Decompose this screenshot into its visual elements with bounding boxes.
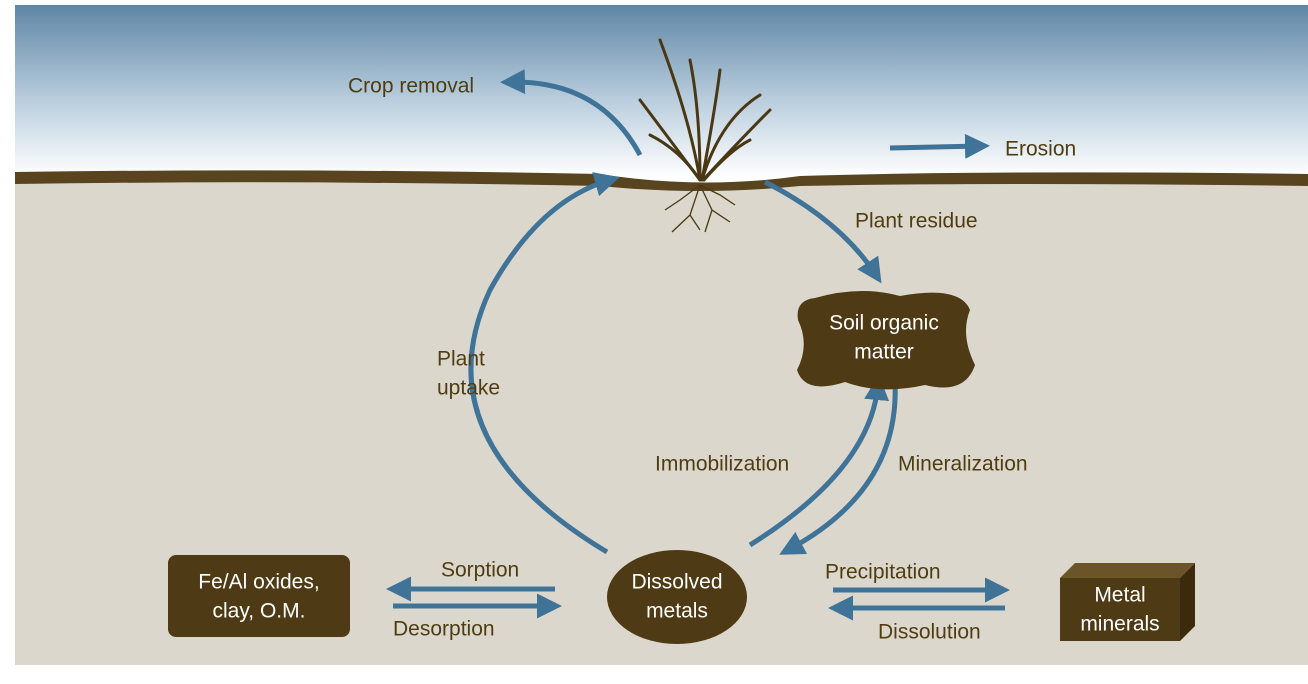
sky — [15, 5, 1308, 177]
label: Precipitation — [825, 561, 941, 584]
node-label: Soil organic — [829, 312, 939, 335]
label: Dissolution — [878, 621, 981, 644]
label: Immobilization — [655, 453, 789, 476]
fe-al-oxides-node — [168, 555, 350, 637]
dissolved-metals-node — [607, 550, 747, 644]
label: uptake — [437, 377, 500, 400]
page: Crop removal Erosion Plant residue Immob… — [0, 0, 1308, 679]
node-label: clay, O.M. — [213, 600, 306, 623]
label: Desorption — [393, 618, 495, 641]
node-label: minerals — [1080, 613, 1159, 636]
node-label: Fe/Al oxides, — [198, 571, 319, 594]
label: Plant — [437, 348, 485, 371]
arrow-erosion — [890, 146, 980, 148]
label: Plant residue — [855, 210, 978, 233]
label: Sorption — [441, 559, 519, 582]
node-label: Metal — [1094, 584, 1145, 607]
label: Crop removal — [348, 75, 474, 98]
diagram: Crop removal Erosion Plant residue Immob… — [0, 0, 1308, 679]
label: Mineralization — [898, 453, 1028, 476]
label: Erosion — [1005, 138, 1076, 161]
node-label: Dissolved — [631, 571, 722, 594]
node-label: metals — [646, 600, 708, 623]
node-label: matter — [854, 341, 914, 364]
